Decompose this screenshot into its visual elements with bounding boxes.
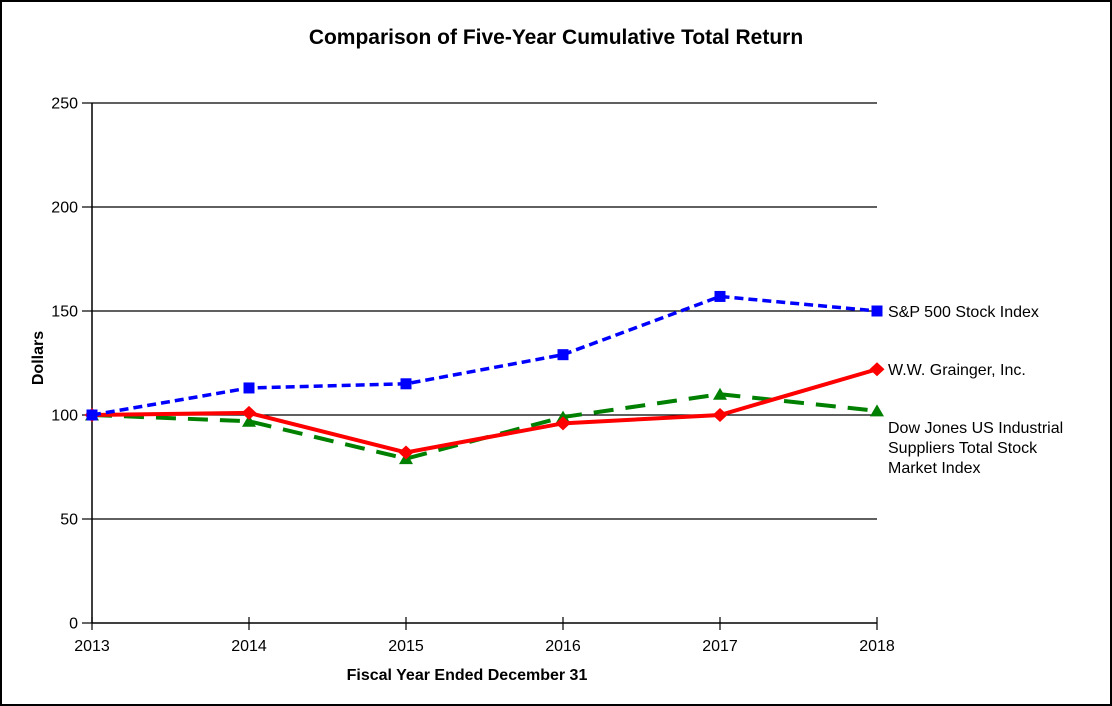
marker-square-0 bbox=[243, 382, 255, 394]
y-tick-label-50: 50 bbox=[60, 512, 78, 529]
x-tick-label-2015: 2015 bbox=[388, 638, 424, 655]
chart-title: Comparison of Five-Year Cumulative Total… bbox=[308, 26, 804, 49]
series-line-1 bbox=[91, 367, 878, 455]
marker-diamond-1 bbox=[555, 416, 571, 431]
marker-square-0 bbox=[86, 409, 98, 421]
legend-label-dowjones: Dow Jones US Industrial Suppliers Total … bbox=[888, 420, 1064, 477]
marker-diamond-1 bbox=[398, 445, 414, 460]
x-tick-label-2013: 2013 bbox=[74, 638, 110, 655]
x-tick-label-2017: 2017 bbox=[702, 638, 738, 655]
x-tick-label-2014: 2014 bbox=[231, 638, 267, 655]
marker-triangle-2 bbox=[242, 414, 256, 427]
marker-square-0 bbox=[400, 378, 412, 390]
x-tick-label-2018: 2018 bbox=[859, 638, 895, 655]
y-tick-label-100: 100 bbox=[51, 408, 78, 425]
legend-label-grainger: W.W. Grainger, Inc. bbox=[888, 362, 1026, 379]
marker-square-0 bbox=[871, 305, 883, 317]
marker-diamond-1 bbox=[869, 362, 885, 377]
marker-diamond-1 bbox=[712, 408, 728, 422]
marker-square-0 bbox=[714, 290, 726, 302]
y-tick-label-150: 150 bbox=[51, 304, 78, 321]
marker-square-0 bbox=[557, 349, 569, 361]
x-tick-label-2016: 2016 bbox=[545, 638, 581, 655]
y-tick-label-250: 250 bbox=[51, 96, 78, 113]
legend-label-sp500: S&P 500 Stock Index bbox=[888, 304, 1039, 321]
x-axis-label: Fiscal Year Ended December 31 bbox=[346, 667, 588, 684]
series-line-0 bbox=[91, 294, 878, 417]
y-axis-label: Dollars bbox=[30, 330, 47, 386]
y-tick-label-200: 200 bbox=[51, 200, 78, 217]
marker-triangle-2 bbox=[870, 404, 884, 417]
marker-triangle-2 bbox=[713, 387, 727, 400]
y-tick-label-0: 0 bbox=[69, 616, 78, 633]
marker-diamond-1 bbox=[241, 405, 257, 420]
